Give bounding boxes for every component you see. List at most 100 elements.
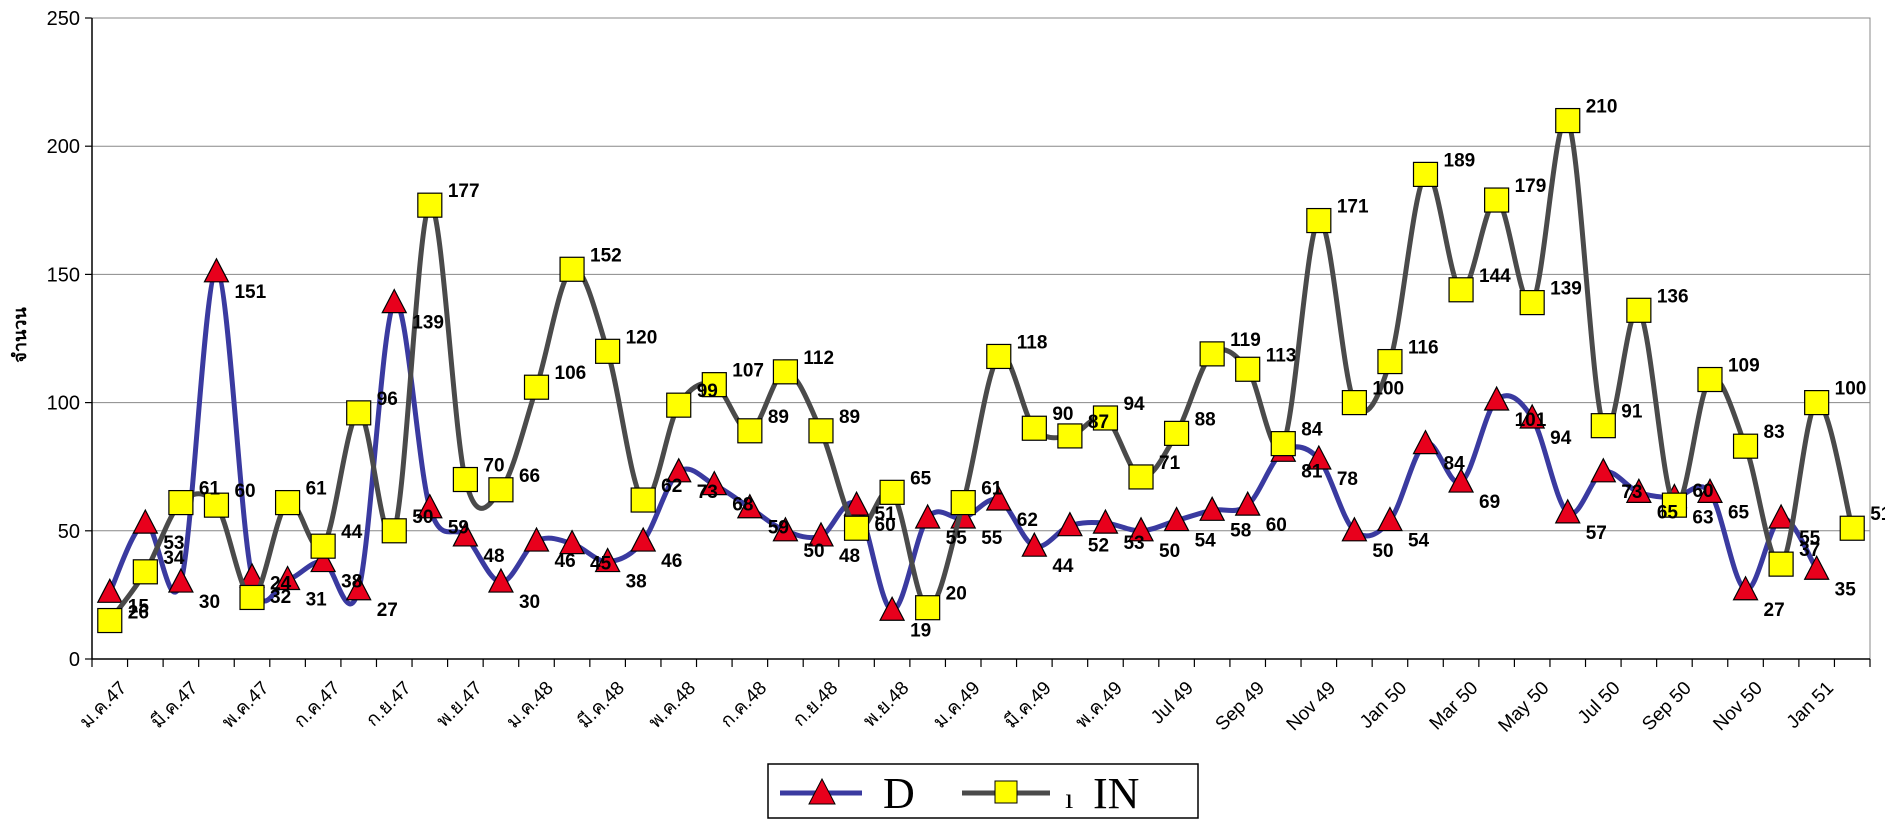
marker-in (1484, 187, 1510, 213)
marker-in (1021, 415, 1047, 441)
data-label-d: 94 (1550, 428, 1572, 449)
y-tick-label: 50 (58, 521, 80, 543)
marker-in (132, 559, 158, 585)
data-label-in: 136 (1657, 286, 1689, 307)
marker-in (346, 400, 372, 426)
marker-d (1590, 457, 1617, 483)
marker-d (1625, 478, 1652, 503)
legend: D ı IN (767, 763, 1199, 819)
data-label-d: 27 (377, 600, 398, 621)
data-label-d: 62 (1017, 510, 1038, 531)
marker-d (1376, 506, 1403, 532)
marker-in (879, 479, 905, 505)
x-tick-label: May 50 (1495, 678, 1554, 737)
data-label-in: 61 (981, 479, 1003, 500)
marker-d (1732, 575, 1759, 601)
marker-in (666, 392, 692, 418)
marker-d (132, 508, 159, 534)
marker-in (772, 359, 799, 385)
x-tick-label: ก.ย.48 (789, 678, 842, 731)
data-label-d: 45 (590, 554, 612, 575)
data-labels: 26 53 30 151 32 31 38 27 139 59 48 30 46 45 38 46 73 68 59… (128, 97, 1885, 642)
marker-in (1199, 341, 1225, 367)
legend-d-marker (808, 777, 836, 805)
data-label-in: 210 (1586, 97, 1618, 118)
x-tick-label: ก.ค.48 (717, 678, 771, 732)
marker-in (1804, 390, 1830, 416)
data-label-d: 38 (626, 572, 647, 593)
marker-in (1732, 433, 1759, 459)
marker-in (1590, 413, 1616, 439)
marker-in (1341, 390, 1367, 416)
data-label-d: 60 (1266, 515, 1287, 536)
data-label-d: 30 (519, 592, 540, 613)
data-label-in: 118 (1017, 332, 1048, 353)
data-label-in: 60 (1692, 481, 1713, 502)
x-tick-label: Jan 50 (1356, 678, 1411, 733)
marker-in (381, 518, 407, 544)
marker-d (167, 567, 194, 593)
y-axis-title: จำนวน (10, 307, 30, 363)
marker-in (97, 607, 123, 634)
data-label-d: 19 (910, 620, 931, 641)
data-label-d: 63 (1692, 507, 1713, 528)
marker-d (1554, 498, 1581, 524)
x-tick-label: มี.ค.47 (146, 677, 202, 733)
marker-in (168, 489, 194, 516)
marker-d (807, 521, 834, 547)
marker-in (274, 489, 301, 516)
marker-d (1696, 478, 1723, 503)
marker-d (487, 567, 514, 593)
marker-d (1128, 516, 1155, 542)
marker-d (1768, 503, 1795, 529)
x-tick-label: พ.ค.47 (218, 678, 273, 733)
marker-in (701, 372, 727, 398)
marker-d (1234, 490, 1261, 516)
legend-d-label: D (883, 769, 915, 818)
marker-d (1448, 467, 1475, 493)
marker-d (1305, 444, 1332, 470)
marker-d (1021, 531, 1048, 557)
marker-in (1057, 423, 1083, 449)
marker-d (310, 547, 337, 573)
data-label-d: 38 (341, 572, 362, 593)
x-tick-label: Nov 49 (1283, 678, 1340, 735)
data-label-in: 37 (1799, 540, 1820, 561)
data-label-in: 120 (626, 327, 658, 348)
marker-in (1626, 297, 1652, 323)
x-tick-label: Sep 50 (1638, 678, 1695, 735)
x-tick-label: มี.ค.49 (1000, 677, 1056, 733)
data-label-in: 60 (234, 481, 255, 502)
data-label-in: 20 (946, 584, 967, 605)
marker-d (772, 516, 799, 542)
series-group (96, 107, 1865, 634)
data-label-d: 53 (1123, 533, 1144, 554)
x-tick-label: ก.ค.47 (290, 678, 344, 732)
data-label-d: 35 (1835, 579, 1857, 600)
marker-d (594, 547, 621, 573)
legend-in-glyph: ı (1065, 782, 1073, 815)
x-tick-label: ม.ค.48 (503, 678, 558, 733)
marker-d (630, 526, 657, 552)
data-label-d: 55 (946, 528, 968, 549)
data-label-d: 46 (555, 551, 576, 572)
marker-in (1235, 356, 1261, 382)
data-label-d: 32 (270, 587, 291, 608)
data-label-in: 107 (732, 361, 764, 382)
marker-d (1519, 403, 1546, 429)
marker-in (488, 477, 514, 503)
data-label-in: 112 (803, 348, 834, 369)
data-label-d: 54 (1195, 531, 1217, 552)
grid-lines (92, 17, 1870, 532)
data-label-d: 59 (768, 518, 789, 539)
marker-in (986, 343, 1012, 370)
data-label-in: 66 (519, 466, 540, 487)
data-label-d: 139 (412, 313, 444, 334)
data-label-in: 87 (1088, 412, 1109, 433)
data-label-d: 57 (1586, 523, 1607, 544)
marker-in (737, 418, 763, 444)
data-label-d: 53 (163, 533, 184, 554)
marker-in (1448, 277, 1474, 303)
marker-in (915, 595, 941, 621)
data-label-in: 61 (199, 479, 221, 500)
